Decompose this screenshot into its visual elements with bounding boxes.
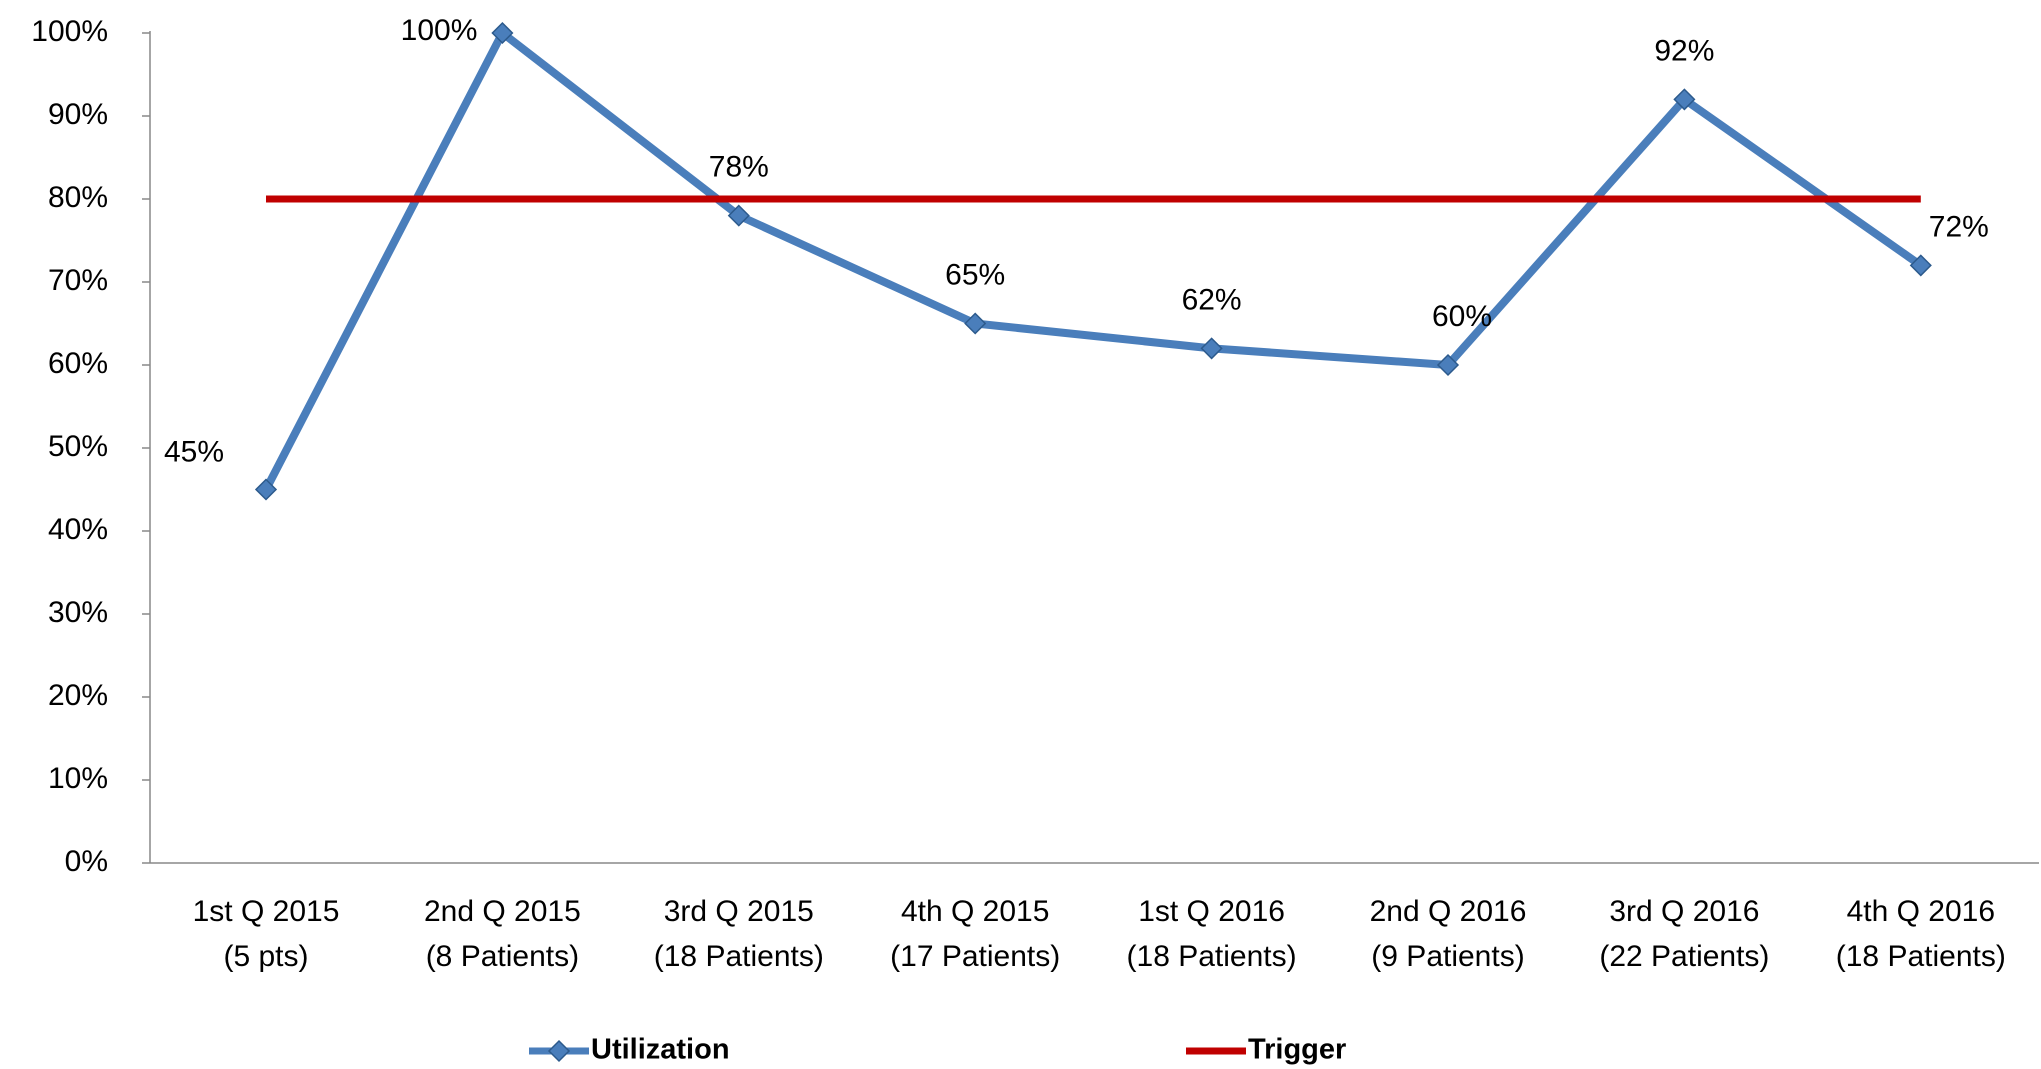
data-label: 92% bbox=[1654, 34, 1714, 67]
y-tick-label: 90% bbox=[48, 98, 108, 131]
y-tick-label: 10% bbox=[48, 762, 108, 795]
y-tick-label: 70% bbox=[48, 264, 108, 297]
point-marker bbox=[1436, 353, 1460, 377]
series-line bbox=[262, 26, 1924, 492]
point-marker bbox=[1673, 88, 1696, 111]
data-label: 65% bbox=[945, 258, 1005, 291]
y-tick-label: 50% bbox=[48, 430, 108, 463]
point-marker bbox=[1200, 337, 1223, 360]
legend-label: Utilization bbox=[591, 1034, 730, 1066]
x-tick-label: (8 Patients) bbox=[426, 940, 579, 973]
point-marker bbox=[964, 312, 987, 335]
x-tick-label: 3rd Q 2015 bbox=[664, 895, 814, 928]
point-marker bbox=[727, 204, 750, 227]
point-marker bbox=[491, 21, 514, 45]
point-marker bbox=[254, 478, 278, 501]
x-tick-label: 1st Q 2015 bbox=[193, 895, 340, 928]
data-label: 45% bbox=[164, 435, 224, 468]
data-label: 72% bbox=[1929, 210, 1989, 243]
x-tick-label: 4th Q 2015 bbox=[901, 895, 1049, 928]
x-tick-label: (18 Patients) bbox=[654, 940, 824, 973]
x-tick-label: 2nd Q 2015 bbox=[424, 895, 581, 928]
point-marker bbox=[1909, 254, 1932, 277]
legend-label: Trigger bbox=[1248, 1034, 1346, 1066]
y-tick-label: 40% bbox=[48, 513, 108, 546]
data-label: 100% bbox=[401, 14, 478, 47]
y-tick-label: 0% bbox=[65, 845, 108, 878]
legend-marker bbox=[547, 1039, 571, 1063]
data-label: 60% bbox=[1432, 300, 1492, 333]
y-tick-label: 80% bbox=[48, 181, 108, 214]
x-tick-label: 2nd Q 2016 bbox=[1370, 895, 1527, 928]
y-tick-label: 20% bbox=[48, 679, 108, 712]
x-tick-label: (5 pts) bbox=[223, 940, 308, 973]
y-tick-label: 60% bbox=[48, 347, 108, 380]
y-tick-label: 30% bbox=[48, 596, 108, 629]
x-tick-label: 1st Q 2016 bbox=[1138, 895, 1285, 928]
x-tick-label: (18 Patients) bbox=[1836, 940, 2006, 973]
y-tick-label: 100% bbox=[31, 15, 108, 48]
x-tick-label: 3rd Q 2016 bbox=[1609, 895, 1759, 928]
x-tick-label: (9 Patients) bbox=[1371, 940, 1524, 973]
data-label: 62% bbox=[1182, 283, 1242, 316]
x-tick-label: (22 Patients) bbox=[1599, 940, 1769, 973]
x-tick-label: (18 Patients) bbox=[1127, 940, 1297, 973]
data-label: 78% bbox=[709, 151, 769, 184]
x-tick-label: (17 Patients) bbox=[890, 940, 1060, 973]
x-tick-label: 4th Q 2016 bbox=[1847, 895, 1995, 928]
